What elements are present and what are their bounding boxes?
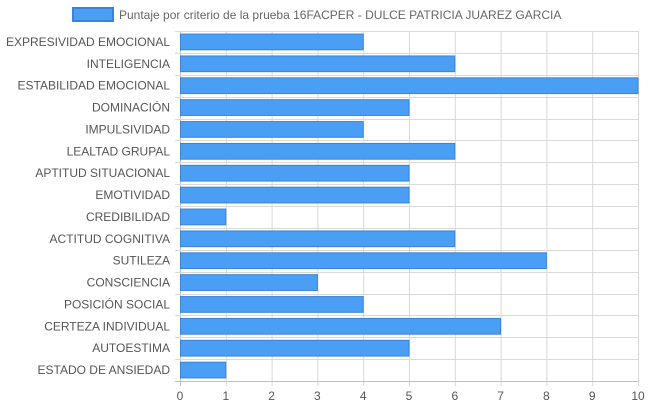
category-label: IMPULSIVIDAD — [85, 122, 170, 136]
bar[interactable] — [180, 208, 227, 226]
x-tick-label: 9 — [589, 389, 596, 403]
category-label: POSICIÓN SOCIAL — [64, 296, 170, 311]
category-labels: EXPRESIVIDAD EMOCIONAL INTELIGENCIA ESTABI… — [6, 35, 170, 377]
bar[interactable] — [180, 230, 456, 248]
category-label: ESTADO DE ANSIEDAD — [38, 363, 171, 377]
bar[interactable] — [180, 186, 410, 204]
bar[interactable] — [180, 99, 410, 116]
category-label: AUTOESTIMA — [92, 341, 170, 355]
category-label: EXPRESIVIDAD EMOCIONAL — [6, 35, 170, 49]
bar[interactable] — [180, 121, 364, 138]
bar[interactable] — [180, 317, 502, 335]
x-tick-label: 0 — [177, 389, 184, 403]
bar[interactable] — [180, 164, 410, 182]
bar[interactable] — [180, 77, 639, 95]
category-label: CERTEZA INDIVIDUAL — [44, 319, 170, 333]
category-label: LEALTAD GRUPAL — [67, 144, 171, 158]
bar[interactable] — [180, 55, 456, 73]
legend-swatch — [72, 7, 114, 22]
category-label: SUTILEZA — [113, 254, 170, 268]
bar[interactable] — [180, 252, 547, 270]
x-tick-label: 3 — [314, 389, 321, 403]
bar[interactable] — [180, 339, 410, 357]
bar[interactable] — [180, 361, 227, 379]
category-label: CREDIBILIDAD — [86, 210, 170, 224]
category-label: CONSCIENCIA — [87, 276, 170, 290]
x-tick-label: 7 — [497, 389, 504, 403]
bar[interactable] — [180, 33, 364, 51]
x-tick-labels: 0 1 2 3 4 5 6 7 8 9 10 — [177, 389, 645, 403]
category-label: INTELIGENCIA — [87, 57, 170, 71]
x-tick-label: 1 — [222, 389, 229, 403]
x-tick-label: 4 — [360, 389, 367, 403]
x-tick-label: 10 — [631, 389, 645, 403]
category-label: EMOTIVIDAD — [95, 188, 170, 202]
bar[interactable] — [180, 274, 318, 291]
bar[interactable] — [180, 142, 456, 160]
category-label: ACTITUD COGNITIVA — [50, 232, 170, 246]
bar[interactable] — [180, 296, 364, 313]
x-tick-label: 8 — [543, 389, 550, 403]
x-tick-label: 6 — [451, 389, 458, 403]
legend-label: Puntaje por criterio de la prueba 16FACP… — [119, 8, 561, 22]
x-tick-label: 2 — [268, 389, 275, 403]
x-tick-label: 5 — [406, 389, 413, 403]
category-label: APTITUD SITUACIONAL — [35, 166, 170, 180]
bars — [180, 33, 639, 379]
chart-legend[interactable]: Puntaje por criterio de la prueba 16FACP… — [72, 7, 561, 22]
category-label: ESTABILIDAD EMOCIONAL — [18, 79, 171, 93]
category-label: DOMINACIÓN — [92, 100, 170, 115]
